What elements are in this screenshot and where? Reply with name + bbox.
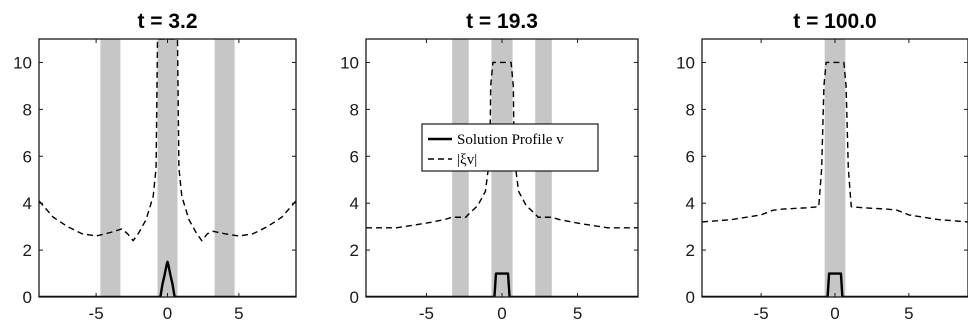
x-tick-label: 0 [830,304,839,323]
y-tick-label: 2 [350,241,359,260]
y-tick-label: 10 [676,53,695,72]
y-tick-label: 10 [340,53,359,72]
chart-panel-1: -5 0 5 0 2 4 6 8 10 t = 3.2 [13,10,297,323]
legend-label: |ξv| [457,152,477,168]
chart-title: t = 100.0 [793,10,876,33]
y-tick-label: 4 [23,194,32,213]
y-tick-label: 6 [686,147,695,166]
y-tick-label: 4 [350,194,359,213]
shaded-band [100,39,121,297]
y-tick-label: 0 [23,288,32,307]
series-v-line [366,272,638,297]
y-tick-label: 0 [686,288,695,307]
x-tick-label: 5 [904,304,913,323]
x-tick-label: -5 [419,304,434,323]
plot-area [39,39,296,297]
chart-panel-2: -5 0 5 0 2 4 6 8 10 t = 19.3 Solution Profile v |ξv… [340,10,639,323]
y-tick-label: 2 [686,241,695,260]
y-tick-label: 6 [350,147,359,166]
x-tick-label: 0 [497,304,506,323]
chart-panel-3: -5 0 5 0 2 4 6 8 10 t = 100.0 [676,10,968,323]
y-tick-label: 8 [350,100,359,119]
x-tick-label: 5 [573,304,582,323]
legend: Solution Profile v |ξv| [421,123,599,172]
legend-box [421,123,599,172]
chart-title: t = 3.2 [137,10,197,33]
y-tick-label: 10 [13,53,32,72]
y-tick-label: 6 [23,147,32,166]
shaded-band [824,39,846,297]
plot-area [366,39,638,297]
shaded-band [157,39,178,297]
legend-label: Solution Profile v [457,132,564,148]
plot-area [702,39,968,297]
shaded-band [214,39,235,297]
series-xi-line [366,61,638,229]
y-tick-label: 0 [350,288,359,307]
y-tick-label: 8 [23,100,32,119]
series-v-line [702,272,968,297]
series-xi-line [702,61,968,223]
chart-title: t = 19.3 [466,10,538,33]
x-tick-label: 0 [163,304,172,323]
y-tick-label: 8 [686,100,695,119]
series-v-line [39,260,296,297]
y-tick-label: 4 [686,194,695,213]
y-tick-label: 2 [23,241,32,260]
x-tick-label: 5 [234,304,243,323]
x-tick-label: -5 [89,304,104,323]
x-tick-label: -5 [754,304,769,323]
